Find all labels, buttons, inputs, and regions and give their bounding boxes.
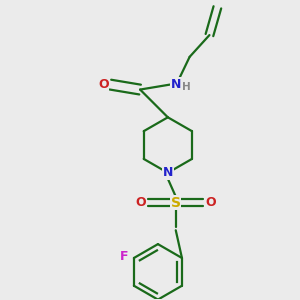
Text: O: O xyxy=(205,196,216,209)
Text: O: O xyxy=(98,78,109,91)
Text: N: N xyxy=(163,166,173,179)
Text: S: S xyxy=(171,196,181,209)
Text: F: F xyxy=(120,250,128,262)
Text: O: O xyxy=(136,196,146,209)
Text: H: H xyxy=(182,82,191,92)
Text: N: N xyxy=(171,78,181,91)
